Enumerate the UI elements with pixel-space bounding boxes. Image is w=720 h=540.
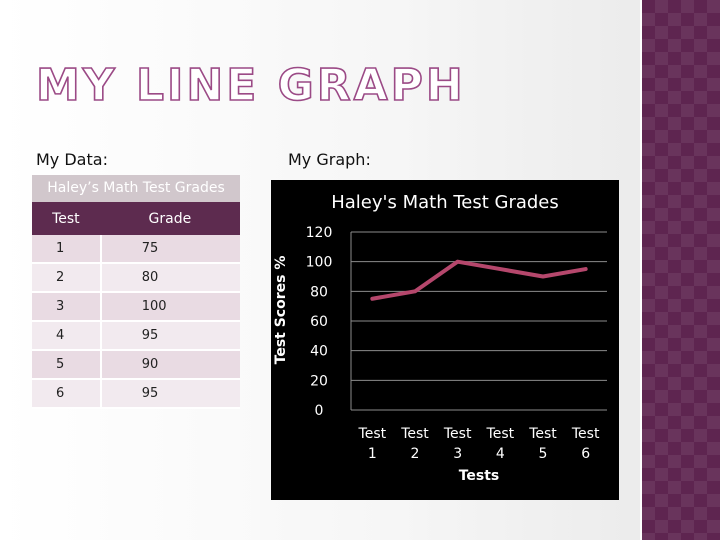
x-tick-label: Test 2	[400, 426, 429, 462]
slide-title: MY LINE GRAPH	[35, 60, 466, 111]
cell-test: 1	[32, 235, 100, 264]
grades-table: Test Grade 1 75 2 80 3 100 4 95 5	[32, 202, 240, 409]
table-caption: Haley’s Math Test Grades	[32, 175, 240, 202]
y-tick-label: 120	[306, 225, 333, 241]
series-line	[370, 259, 588, 301]
cell-grade: 100	[99, 293, 240, 322]
cell-test: 2	[32, 264, 100, 293]
table-row: 5 90	[32, 351, 240, 380]
x-tick-label: Test 6	[571, 426, 600, 462]
cell-test: 4	[32, 322, 100, 351]
cell-grade: 95	[99, 380, 240, 409]
y-axis-label: Test Scores %	[273, 256, 289, 365]
side-decoration	[640, 0, 720, 540]
y-tick-label: 0	[315, 403, 324, 419]
y-tick-label: 20	[310, 373, 328, 389]
x-tick-label: Test 1	[358, 426, 387, 462]
table-row: 4 95	[32, 322, 240, 351]
header-grade: Grade	[99, 202, 240, 235]
y-tick-label: 40	[310, 344, 328, 360]
table-header-row: Test Grade	[32, 202, 240, 235]
table-row: 6 95	[32, 380, 240, 409]
cell-grade: 80	[99, 264, 240, 293]
header-test: Test	[32, 202, 100, 235]
x-tick-label: Test 4	[486, 426, 515, 462]
cell-grade: 75	[99, 235, 240, 264]
cell-test: 3	[32, 293, 100, 322]
table-row: 1 75	[32, 235, 240, 264]
x-tick-label: Test 5	[528, 426, 557, 462]
chart-title: Haley's Math Test Grades	[331, 192, 559, 213]
cell-test: 6	[32, 380, 100, 409]
chart-canvas: 0 20 40 60 80 100 120 Test 1 Test 2 Test 3 Test 4 Test 5…	[273, 192, 607, 484]
y-tick-label: 100	[306, 255, 333, 271]
table-row: 2 80	[32, 264, 240, 293]
y-tick-label: 80	[310, 284, 328, 300]
data-table: Haley’s Math Test Grades Test Grade 1 75…	[32, 175, 240, 409]
table-row: 3 100	[32, 293, 240, 322]
graph-label: My Graph:	[288, 150, 371, 169]
cell-grade: 90	[99, 351, 240, 380]
cell-test: 5	[32, 351, 100, 380]
y-tick-label: 60	[310, 314, 328, 330]
x-axis-label: Tests	[459, 468, 500, 484]
x-tick-label: Test 3	[443, 426, 472, 462]
cell-grade: 95	[99, 322, 240, 351]
line-chart: 0 20 40 60 80 100 120 Test 1 Test 2 Test 3 Test 4 Test 5…	[271, 180, 619, 500]
data-label: My Data:	[36, 150, 108, 169]
